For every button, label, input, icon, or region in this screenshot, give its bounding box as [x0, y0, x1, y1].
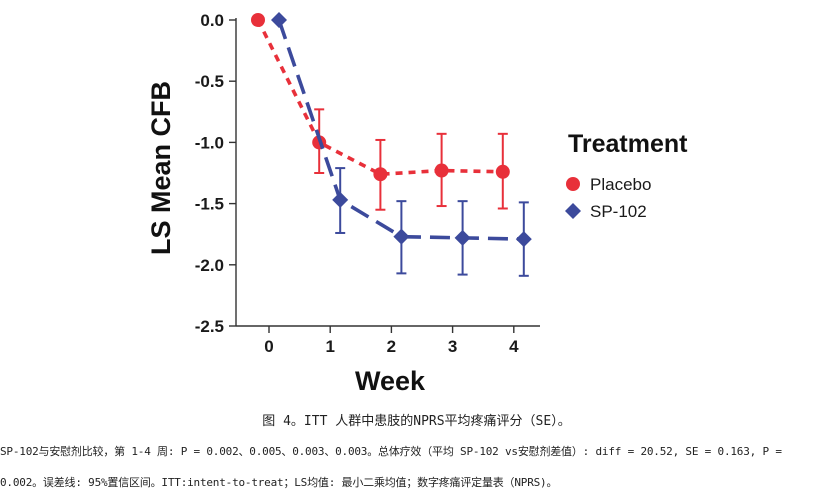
legend-item: SP-102 [565, 202, 647, 221]
series-line [256, 19, 503, 177]
data-point-circle [373, 167, 388, 182]
figure-caption-line-1: SP-102与安慰剂比较，第 1-4 周: P = 0.002、0.005、0.… [0, 445, 782, 458]
y-axis-title: LS Mean CFB [146, 81, 176, 255]
x-tick-label: 3 [448, 337, 457, 356]
series-placebo [251, 13, 510, 211]
y-tick-label: -1.0 [195, 133, 224, 152]
legend-marker-diamond [565, 203, 581, 219]
y-tick-label: -0.5 [195, 72, 224, 91]
data-point-diamond [393, 228, 410, 245]
data-point-diamond [332, 191, 349, 208]
y-tick-label: -2.5 [195, 317, 224, 336]
data-point-diamond [454, 229, 471, 246]
y-axis: 0.0 -0.5 -1.0 -1.5 -2.0 -2.5 [195, 11, 237, 336]
chart: 0.0 -0.5 -1.0 -1.5 -2.0 -2.5 0 1 2 3 4 LS Mean CF… [146, 11, 688, 396]
y-tick-label: -1.5 [195, 195, 224, 214]
data-point-diamond [515, 231, 532, 248]
figure-caption-line-2: 0.002。误差线: 95%置信区间。ITT:intent-to-treat；L… [0, 476, 558, 489]
x-tick-label: 2 [387, 337, 396, 356]
y-tick-label: 0.0 [200, 11, 224, 30]
y-tick-label: -2.0 [195, 256, 224, 275]
series-sp-102 [271, 12, 532, 277]
x-axis: 0 1 2 3 4 [236, 325, 540, 356]
series-layer [251, 12, 532, 277]
data-point-circle [434, 163, 449, 178]
data-point-circle [251, 13, 265, 27]
legend-marker-circle [566, 177, 580, 191]
x-tick-label: 0 [264, 337, 273, 356]
x-tick-label: 1 [325, 337, 334, 356]
legend-title: Treatment [568, 130, 688, 158]
legend-item: Placebo [566, 175, 651, 194]
figure-caption-title: 图 4。ITT 人群中患肢的NPRS平均疼痛评分（SE）。 [262, 414, 571, 429]
data-point-circle [495, 164, 510, 179]
legend-label: SP-102 [590, 202, 647, 221]
legend: Treatment Placebo SP-102 [565, 130, 688, 221]
x-axis-title: Week [355, 366, 426, 396]
data-point-diamond [271, 12, 287, 28]
x-tick-label: 4 [509, 337, 519, 356]
legend-label: Placebo [590, 175, 651, 194]
